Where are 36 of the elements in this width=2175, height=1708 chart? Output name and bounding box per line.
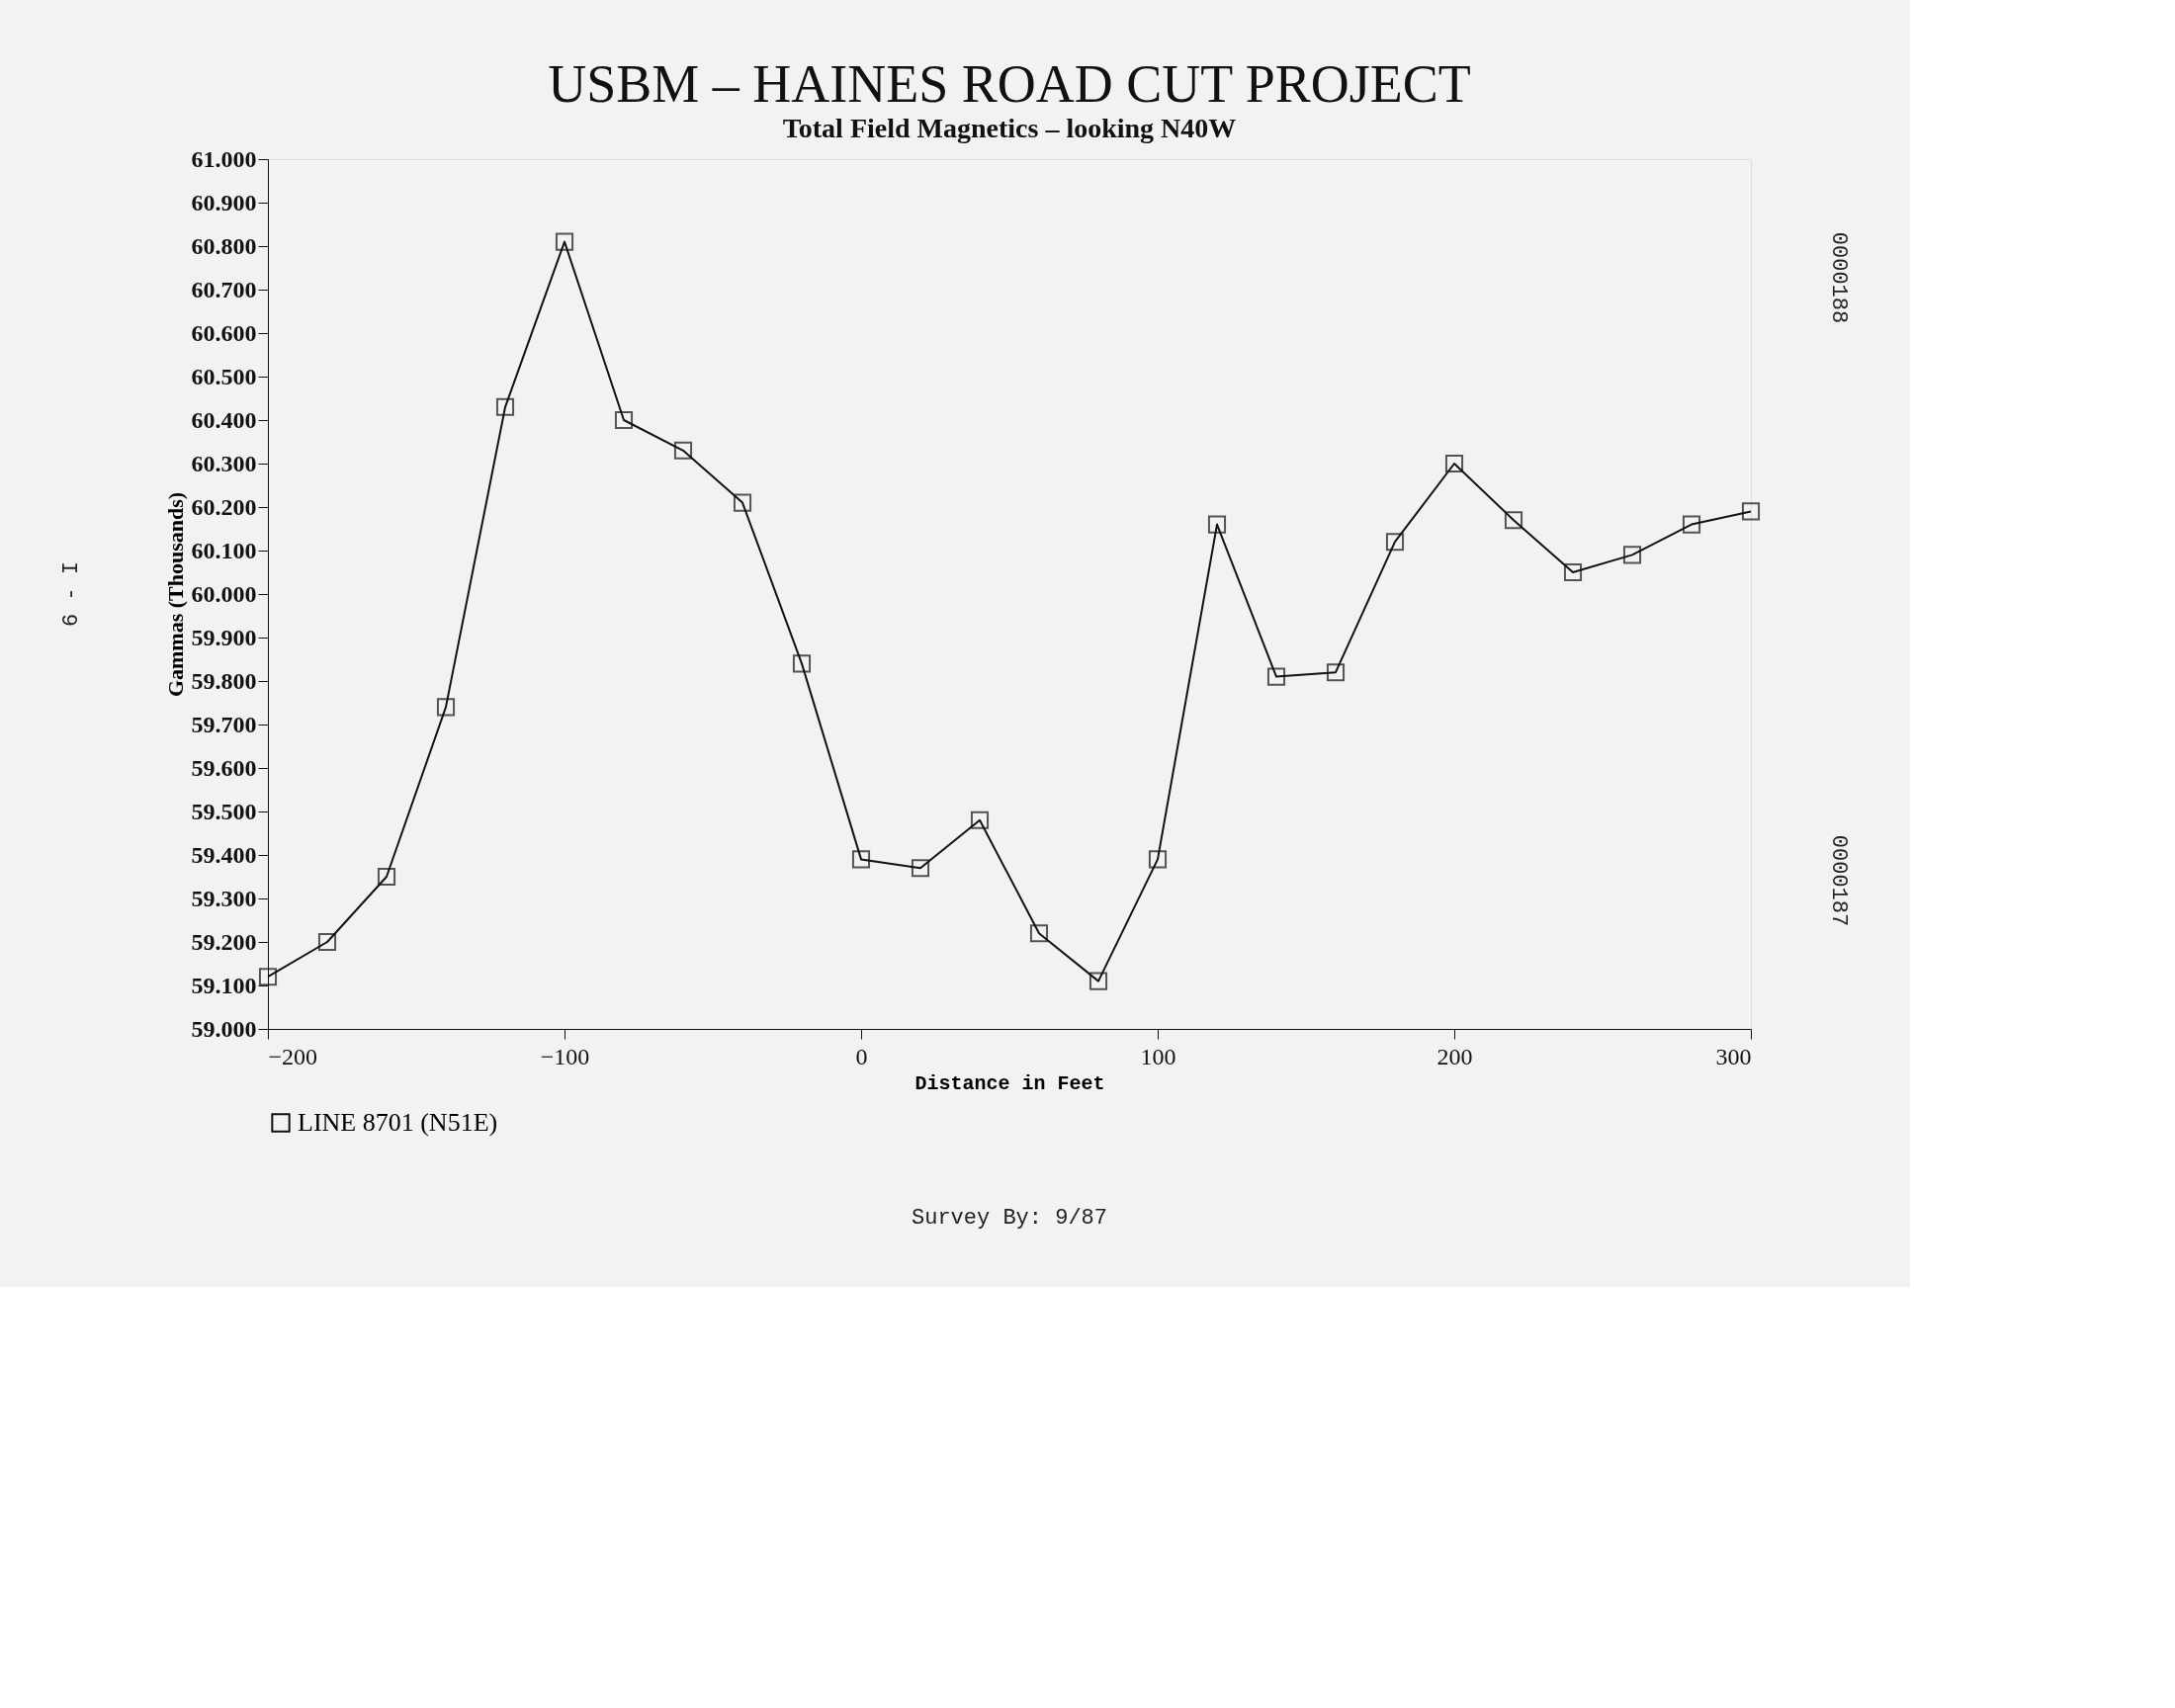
y-axis-title: Gammas (Thousands) <box>162 491 188 698</box>
y-tick-label: 60.900 <box>191 189 257 215</box>
y-tick-label: 61.000 <box>191 145 257 172</box>
y-tick-label: 59.300 <box>191 885 257 911</box>
y-tick-label: 60.800 <box>191 232 257 259</box>
x-tick-label: −200 <box>268 1043 318 1069</box>
text: 0000187 <box>1826 834 1851 927</box>
y-tick-label: 59.800 <box>191 667 257 694</box>
y-tick-label: 60.000 <box>191 580 257 607</box>
y-tick-label: 59.100 <box>191 972 257 998</box>
x-tick-label: −100 <box>540 1043 590 1069</box>
chart-subtitle: Total Field Magnetics – looking N40W <box>782 113 1237 143</box>
x-tick-label: 100 <box>1140 1043 1176 1069</box>
y-tick-label: 60.500 <box>191 363 257 389</box>
x-tick-label: 200 <box>1436 1043 1473 1069</box>
y-tick-label: 59.400 <box>191 841 257 868</box>
y-tick-label: 59.000 <box>191 1015 257 1042</box>
y-tick-label: 60.600 <box>191 319 257 346</box>
y-tick-label: 60.700 <box>191 276 257 302</box>
y-tick-label: 59.500 <box>191 798 257 824</box>
y-tick-label: 59.600 <box>191 754 257 781</box>
legend-label: LINE 8701 (N51E) <box>298 1108 498 1137</box>
y-tick-label: 59.900 <box>191 624 257 650</box>
y-tick-label: 60.400 <box>191 406 257 433</box>
text: Survey By: 9/87 <box>911 1206 1108 1231</box>
y-tick-label: 60.100 <box>191 537 257 563</box>
x-tick-label: 300 <box>1715 1043 1752 1069</box>
y-tick-label: 60.200 <box>191 493 257 520</box>
y-tick-label: 60.300 <box>191 450 257 476</box>
x-tick-label: 0 <box>855 1043 868 1069</box>
chart-title: USBM – HAINES ROAD CUT PROJECT <box>548 54 1471 114</box>
x-axis-title: Distance in Feet <box>914 1071 1105 1095</box>
text: 6 - I <box>59 560 84 628</box>
y-tick-label: 59.700 <box>191 711 257 737</box>
text: 0000188 <box>1826 231 1851 324</box>
y-tick-label: 59.200 <box>191 928 257 955</box>
